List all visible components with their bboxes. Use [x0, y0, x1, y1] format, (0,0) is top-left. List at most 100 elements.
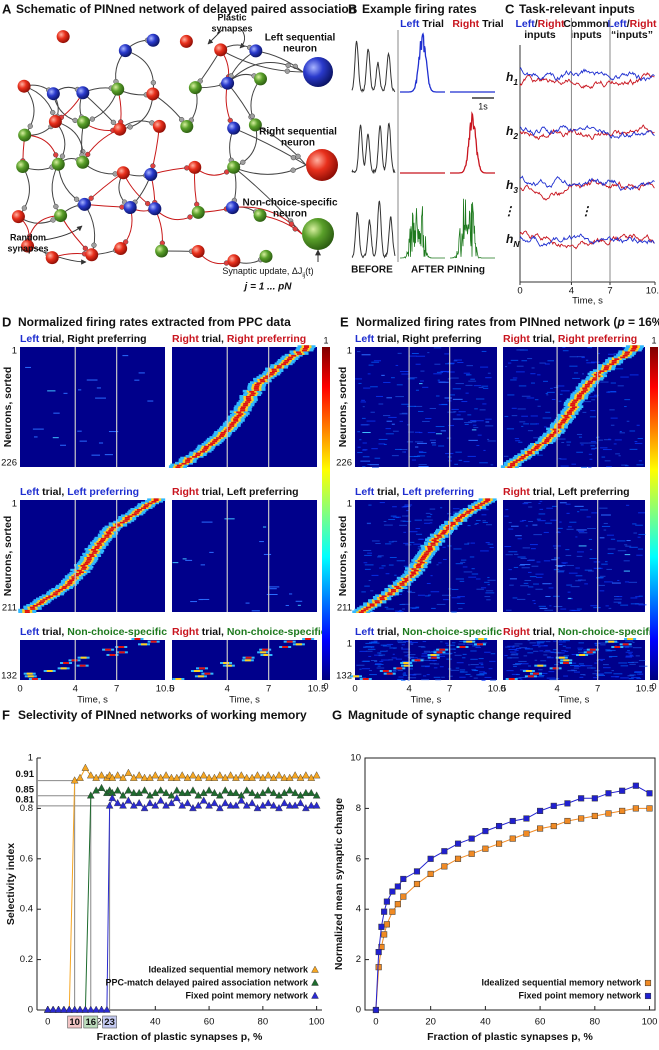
- heatmap-noise: [611, 670, 614, 672]
- heatmap-noise: [511, 653, 516, 655]
- heatmap-noise: [403, 542, 409, 544]
- heatmap-noise: [548, 587, 554, 589]
- heatmap-noise: [407, 677, 417, 679]
- heatmap-noise: [395, 396, 404, 398]
- heatmap-cell: [465, 511, 471, 514]
- synapse: [127, 124, 133, 130]
- heatmap-noise: [362, 449, 368, 451]
- heatmap-cell: [578, 545, 587, 547]
- heatmap-noise: [406, 510, 410, 512]
- heatmap-cell: [416, 565, 422, 569]
- heatmap-cell: [269, 588, 277, 590]
- heatmap-noise: [573, 671, 580, 673]
- heatmap-cell: [362, 678, 369, 680]
- heatmap-cell: [485, 421, 490, 423]
- heatmap-noise: [401, 661, 410, 663]
- heatmap-cell: [415, 564, 421, 567]
- heatmap-noise: [487, 543, 494, 545]
- synapse-connection: [233, 127, 307, 166]
- heatmap-noise: [591, 448, 597, 450]
- heatmap-noise: [588, 442, 598, 444]
- data-point: [221, 786, 230, 794]
- heatmap-noise: [414, 431, 421, 433]
- heatmap-noise: [365, 650, 373, 652]
- heatmap-cell: [209, 551, 214, 553]
- label: E: [340, 314, 349, 329]
- heatmap-cell: [115, 522, 121, 525]
- neuron: [11, 210, 25, 224]
- heatmap-cell: [208, 443, 214, 446]
- data-point: [291, 801, 299, 809]
- heatmap-noise: [563, 655, 570, 657]
- heatmap-cell: [584, 384, 590, 388]
- heatmap-noise: [559, 393, 563, 395]
- heatmap-cell: [122, 519, 128, 522]
- heatmap-noise: [391, 657, 397, 659]
- data-point: [383, 921, 390, 928]
- heatmap-noise: [471, 568, 475, 570]
- data-point: [60, 1005, 68, 1013]
- heatmap-cell: [545, 595, 551, 597]
- heatmap-noise: [617, 602, 622, 604]
- heatmap-noise: [638, 512, 645, 514]
- heatmap-cell: [611, 582, 621, 584]
- synapse: [53, 203, 59, 210]
- heatmap-cell: [200, 564, 206, 566]
- heatmap-noise: [520, 557, 527, 559]
- data-point: [646, 805, 653, 812]
- heatmap-noise: [480, 664, 484, 666]
- heatmap-noise: [370, 590, 374, 592]
- label: 7: [595, 684, 600, 695]
- data-point: [146, 773, 154, 781]
- label: synapses: [7, 243, 48, 253]
- heatmap-noise: [551, 399, 556, 401]
- heatmap-noise: [624, 465, 629, 467]
- heatmap-noise: [637, 536, 641, 538]
- heatmap-noise: [411, 352, 419, 354]
- heatmap-noise: [416, 355, 426, 357]
- heatmap-cell: [147, 501, 153, 505]
- synapse-connection: [220, 49, 304, 73]
- data-point: [509, 835, 516, 842]
- heatmap-cell: [105, 530, 111, 533]
- heatmap-noise: [524, 647, 530, 649]
- heatmap-cell: [245, 400, 251, 403]
- heatmap-noise: [617, 550, 627, 552]
- heatmap-noise: [625, 651, 633, 653]
- heatmap-noise: [414, 441, 424, 443]
- heatmap-noise: [605, 605, 609, 607]
- synapse: [224, 169, 230, 175]
- label: Task-relevant inputs: [519, 2, 635, 16]
- heatmap-noise: [504, 366, 508, 368]
- synapse: [89, 116, 95, 122]
- heatmap-cell: [218, 434, 224, 438]
- heatmap-noise: [558, 643, 563, 645]
- heatmap-noise: [601, 563, 608, 565]
- heatmap-cell: [403, 576, 409, 580]
- heatmap-cell: [527, 451, 533, 455]
- heatmap-cell: [469, 508, 475, 511]
- heatmap-noise: [370, 611, 375, 613]
- heatmap-cell: [266, 593, 278, 595]
- heatmap-noise: [402, 673, 407, 675]
- heatmap-noise: [399, 371, 409, 373]
- heatmap-cell: [527, 675, 534, 678]
- heatmap-cell: [416, 562, 422, 565]
- data-point: [232, 801, 240, 809]
- label: 10.5: [636, 684, 655, 695]
- label: BEFORE: [351, 265, 393, 276]
- heatmap-cell: [532, 524, 538, 526]
- heatmap-noise: [558, 570, 565, 572]
- heatmap-cell: [60, 444, 66, 446]
- heatmap-noise: [590, 410, 596, 412]
- heatmap-noise: [361, 677, 367, 679]
- heatmap-noise: [512, 664, 519, 666]
- heatmap-cell: [353, 675, 360, 678]
- heatmap-noise: [355, 378, 362, 380]
- plot-frame: [364, 757, 656, 1011]
- heatmap-cell: [534, 444, 540, 448]
- heatmap-noise: [515, 440, 521, 442]
- heatmap-noise: [359, 439, 362, 441]
- heatmap-cell: [276, 365, 282, 369]
- heatmap-cell: [419, 383, 423, 385]
